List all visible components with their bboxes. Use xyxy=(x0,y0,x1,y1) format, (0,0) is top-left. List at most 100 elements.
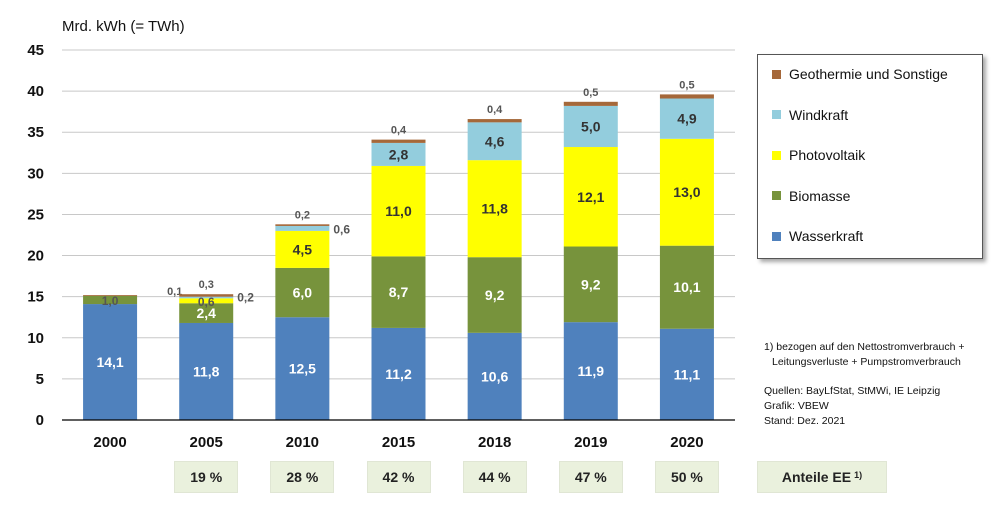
bar-geothermie-und-sonstige-2010 xyxy=(275,224,330,226)
bar-photovoltaik-2018 xyxy=(467,160,522,258)
data-label-geothermie: 0,5 xyxy=(583,87,598,99)
x-tick-label: 2015 xyxy=(382,434,415,451)
bar-windkraft-2020 xyxy=(659,98,714,139)
legend-item-windkraft: Windkraft xyxy=(772,107,848,123)
x-tick-label: 2018 xyxy=(478,434,511,451)
x-tick-label: 2020 xyxy=(670,434,703,451)
data-label-biomasse: 9,2 xyxy=(485,287,505,303)
legend-label: Photovoltaik xyxy=(789,147,866,163)
share-2005: 19 % xyxy=(174,461,239,493)
legend-swatch xyxy=(772,69,781,79)
legend-item-photovoltaik: Photovoltaik xyxy=(772,147,865,163)
y-tick-label: 15 xyxy=(27,289,44,306)
data-label-windkraft: 2,8 xyxy=(389,146,409,162)
data-label-wasserkraft: 11,2 xyxy=(385,366,412,382)
share-label-text: Anteile EE xyxy=(781,469,852,485)
bar-wasserkraft-2010 xyxy=(275,317,330,420)
data-label-photovoltaik: 4,5 xyxy=(293,241,313,257)
data-label-wasserkraft: 14,1 xyxy=(96,354,123,370)
data-label-wasserkraft: 10,6 xyxy=(481,368,508,384)
bar-wasserkraft-2000 xyxy=(83,304,138,420)
y-tick-label: 10 xyxy=(27,330,44,347)
data-label-wasserkraft: 12,5 xyxy=(289,361,316,377)
y-axis-label: Mrd. kWh (= TWh) xyxy=(62,18,185,35)
bar-photovoltaik-2015 xyxy=(371,165,426,257)
bar-biomasse-2020 xyxy=(659,245,714,329)
data-label-wasserkraft: 11,8 xyxy=(193,363,220,379)
share-2015: 42 % xyxy=(366,461,431,493)
data-label-geothermie: 0,4 xyxy=(391,125,407,137)
data-label-biomasse: 9,2 xyxy=(581,276,601,292)
notes: 1) bezogen auf den Nettostromverbrauch +… xyxy=(764,340,965,429)
data-label-biomasse: 10,1 xyxy=(673,279,700,295)
bar-wasserkraft-2019 xyxy=(563,322,618,420)
bar-wasserkraft-2005 xyxy=(179,322,234,420)
legend: Geothermie und Sonstige Windkraft Photovol… xyxy=(757,54,983,259)
status-date: Stand: Dez. 2021 xyxy=(764,415,846,427)
bar-biomasse-2010 xyxy=(275,267,330,318)
legend-label: Windkraft xyxy=(789,106,849,123)
bar-geothermie-und-sonstige-2005 xyxy=(179,294,234,297)
bars: 0,1 14,1 1,0 0,3 11,8 2,40,6 0,2 0,2 12,5 6,0 4,5 0… xyxy=(83,79,714,420)
bar-windkraft-2010 xyxy=(275,225,330,231)
data-label-photovoltaik: 0,6 xyxy=(198,295,215,309)
bar-photovoltaik-2019 xyxy=(563,147,618,247)
legend-item-wasserkraft: Wasserkraft xyxy=(772,228,863,244)
y-tick-label: 20 xyxy=(27,248,44,265)
data-label-biomasse: 2,4 xyxy=(196,305,216,321)
share-2018: 44 % xyxy=(462,461,527,493)
footnote-line1: 1) bezogen auf den Nettostromverbrauch + xyxy=(764,341,965,353)
bar-biomasse-2000 xyxy=(83,295,138,305)
bar-geothermie-und-sonstige-2019 xyxy=(563,101,618,106)
legend-label: Geothermie und Sonstige xyxy=(789,66,948,82)
bar-biomasse-2019 xyxy=(563,246,618,323)
data-label-photovoltaik: 11,0 xyxy=(385,203,412,219)
y-tick-label: 35 xyxy=(27,124,44,141)
data-label-geothermie: 0,1 xyxy=(167,286,182,298)
legend-swatch xyxy=(772,231,781,241)
data-label-geothermie: 0,3 xyxy=(199,279,214,291)
bar-geothermie-und-sonstige-2018 xyxy=(467,119,522,123)
data-label-windkraft: 0,2 xyxy=(237,290,254,304)
data-label-photovoltaik: 11,8 xyxy=(481,201,508,217)
bar-windkraft-2018 xyxy=(467,122,522,161)
x-axis-ticks: 2000 2005 2010 2015 2018 2019 2020 xyxy=(93,434,703,451)
legend-label: Biomasse xyxy=(789,187,851,204)
bar-windkraft-2019 xyxy=(563,105,618,148)
bar-windkraft-2005 xyxy=(179,296,234,299)
data-label-geothermie: 0,2 xyxy=(295,209,310,221)
data-label-wasserkraft: 11,9 xyxy=(578,363,605,379)
bar-geothermie-und-sonstige-2000 xyxy=(83,295,138,296)
y-tick-label: 45 xyxy=(27,42,44,59)
data-label-geothermie: 0,4 xyxy=(487,104,503,116)
data-label-biomasse: 6,0 xyxy=(293,285,313,301)
bar-wasserkraft-2018 xyxy=(467,332,522,420)
share-label-footnote-mark: 1) xyxy=(854,470,863,480)
share-label: Anteile EE 1) xyxy=(757,461,887,493)
bar-wasserkraft-2020 xyxy=(659,328,714,420)
graphic-credit: Grafik: VBEW xyxy=(764,400,829,412)
data-label-biomasse: 1,0 xyxy=(102,294,119,308)
data-label-photovoltaik: 12,1 xyxy=(577,189,604,205)
legend-label: Wasserkraft xyxy=(789,228,864,244)
bar-photovoltaik-2020 xyxy=(659,138,714,246)
bar-biomasse-2015 xyxy=(371,256,426,328)
bar-windkraft-2015 xyxy=(371,142,426,166)
y-tick-label: 5 xyxy=(36,371,44,388)
legend-item-biomasse: Biomasse xyxy=(772,188,850,204)
bar-biomasse-2005 xyxy=(179,303,234,323)
legend-item-geothermie-und-sonstige: Geothermie und Sonstige xyxy=(772,66,948,82)
data-label-photovoltaik: 13,0 xyxy=(673,184,700,200)
y-tick-label: 25 xyxy=(27,206,44,223)
bar-wasserkraft-2015 xyxy=(371,327,426,420)
bar-biomasse-2018 xyxy=(467,257,522,333)
x-tick-label: 2000 xyxy=(93,434,126,451)
y-tick-label: 40 xyxy=(27,83,44,100)
x-tick-label: 2010 xyxy=(286,434,319,451)
data-label-wasserkraft: 11,1 xyxy=(674,366,701,382)
y-axis-ticks: 0 5 10 15 20 25 30 35 40 45 xyxy=(27,42,44,429)
share-2019: 47 % xyxy=(558,461,623,493)
footnote-line2: Leitungsverluste + Pumpstromverbrauch xyxy=(772,356,961,368)
y-tick-label: 30 xyxy=(27,165,44,182)
